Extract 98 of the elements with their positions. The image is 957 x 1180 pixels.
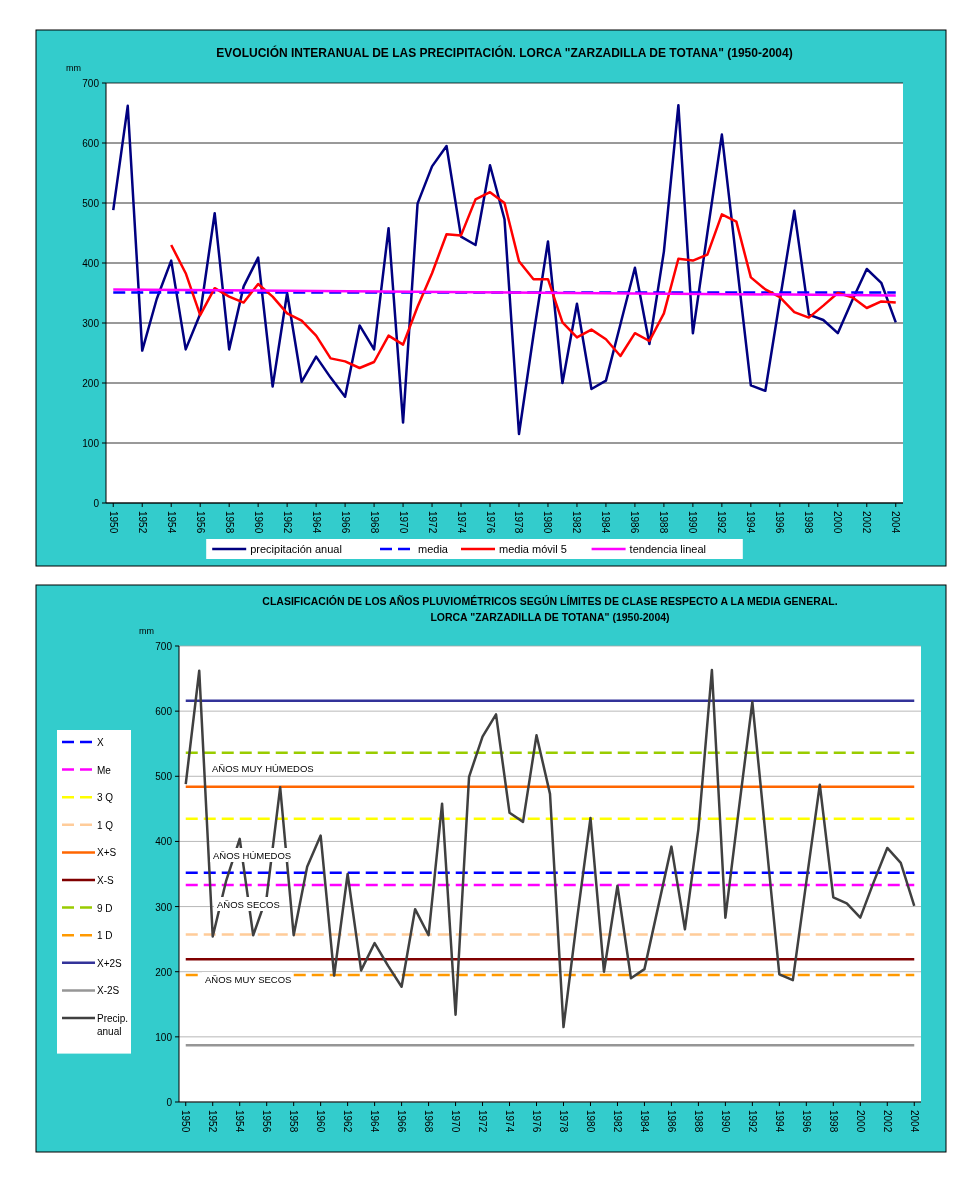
annotation: AÑOS MUY SECOS [205,974,292,985]
y-tick-label: 0 [166,1097,173,1108]
x-tick-label: 2004 [890,511,902,534]
x-tick-label: 1958 [223,511,235,534]
x-tick-label: 1994 [745,511,757,534]
y-tick-label: 600 [155,706,173,718]
y-tick-label: 600 [82,138,100,149]
y-tick-label: 100 [82,438,100,449]
legend-label: 9 D [97,902,113,914]
x-tick-label: 1998 [803,511,815,534]
x-tick-label: 1998 [827,1110,839,1133]
y-tick-label: 0 [93,498,100,509]
y-axis-title: mm [139,626,154,636]
x-tick-label: 1996 [800,1110,812,1133]
x-tick-label: 2002 [881,1110,893,1133]
y-tick-label: 500 [155,771,173,783]
x-tick-label: 2000 [854,1110,866,1133]
x-tick-label: 1956 [261,1110,273,1133]
legend-label: media móvil 5 [499,543,567,555]
y-tick-label: 400 [155,836,173,848]
legend-label: 1 Q [97,819,114,831]
legend-label: media [418,543,449,555]
x-tick-label: 1986 [665,1110,677,1133]
legend-label: X+2S [97,957,123,969]
x-tick-label: 1976 [484,511,496,534]
x-tick-label: 1968 [423,1110,435,1133]
x-tick-label: 1962 [281,511,293,534]
annotation: AÑOS HÚMEDOS [213,850,292,861]
legend-label: X-S [97,875,114,886]
x-tick-label: 1980 [584,1110,596,1133]
x-tick-label: 1956 [194,511,206,534]
y-tick-label: 400 [82,258,100,269]
legend-label: 1 D [97,930,113,942]
x-tick-label: 1986 [629,511,641,534]
x-tick-label: 1970 [450,1110,462,1133]
legend-label: X-2S [97,985,120,997]
x-tick-label: 2004 [908,1110,920,1133]
x-tick-label: 1974 [455,511,467,534]
x-tick-label: 1982 [611,1110,623,1133]
legend-label: X [97,737,104,748]
y-tick-label: 200 [82,378,100,389]
x-tick-label: 1996 [774,511,786,534]
y-tick-label: 700 [155,641,173,652]
legend-label: Precip. anual [97,1013,129,1037]
x-tick-label: 1950 [180,1110,192,1133]
x-tick-label: 1994 [773,1110,785,1133]
annotation: AÑOS MUY HÚMEDOS [212,763,314,774]
y-tick-label: 300 [155,901,173,913]
x-tick-label: 1982 [571,511,583,534]
legend-label: Me [97,764,112,776]
x-tick-label: 1964 [310,511,322,534]
x-tick-label: 1972 [426,511,438,534]
x-tick-label: 1950 [107,511,119,534]
x-tick-label: 1954 [234,1110,246,1133]
x-tick-label: 1990 [719,1110,731,1133]
y-tick-label: 200 [155,966,173,978]
x-tick-label: 1980 [542,511,554,534]
x-tick-label: 2000 [832,511,844,534]
x-tick-label: 1952 [207,1110,219,1133]
x-tick-label: 1984 [638,1110,650,1133]
x-tick-label: 1958 [288,1110,300,1133]
x-tick-label: 1974 [504,1110,516,1133]
x-tick-label: 1960 [315,1110,327,1133]
x-tick-label: 1968 [368,511,380,534]
x-tick-label: 1964 [369,1110,381,1133]
line-series [184,668,916,1029]
y-tick-label: 700 [82,78,100,89]
x-tick-label: 1960 [252,511,264,534]
y-axis-title: mm [66,63,81,73]
y-tick-label: 300 [82,318,100,329]
legend-label: X+S [97,847,117,859]
legend-label: 3 Q [97,792,114,804]
y-tick-label: 100 [155,1031,173,1043]
x-tick-label: 1992 [716,511,728,534]
annotation: AÑOS SECOS [217,899,280,910]
x-tick-label: 1976 [531,1110,543,1133]
x-tick-label: 1988 [658,511,670,534]
x-tick-label: 1992 [746,1110,758,1133]
x-tick-label: 1984 [600,511,612,534]
y-tick-label: 500 [82,198,100,209]
x-tick-label: 1988 [692,1110,704,1133]
x-tick-label: 1970 [397,511,409,534]
x-tick-label: 1954 [165,511,177,534]
chart-title: EVOLUCIÓN INTERANUAL DE LAS PRECIPITACIÓN. LORCA "ZARZADILLA DE TOTANA" (1950-2004) [216,45,793,60]
x-tick-label: 2002 [861,511,873,534]
legend-label: tendencia lineal [629,543,707,555]
x-tick-label: 1978 [557,1110,569,1133]
x-tick-label: 1978 [513,511,525,534]
x-tick-label: 1966 [339,511,351,534]
x-tick-label: 1962 [342,1110,354,1133]
chart-title: CLASIFICACIÓN DE LOS AÑOS PLUVIOMÉTRICOS SEGÚN LÍMITES DE CLASE RESPECTO A LA MEDIA GENERAL. LORCA "ZARZADILLA DE TOTANA" (1950-2004) [262,595,838,623]
x-tick-label: 1966 [396,1110,408,1133]
legend-label: precipitación anual [250,543,342,555]
x-tick-label: 1972 [477,1110,489,1133]
x-tick-label: 1990 [687,511,699,534]
line-series [112,103,898,436]
line-series [169,190,898,370]
x-tick-label: 1952 [136,511,148,534]
